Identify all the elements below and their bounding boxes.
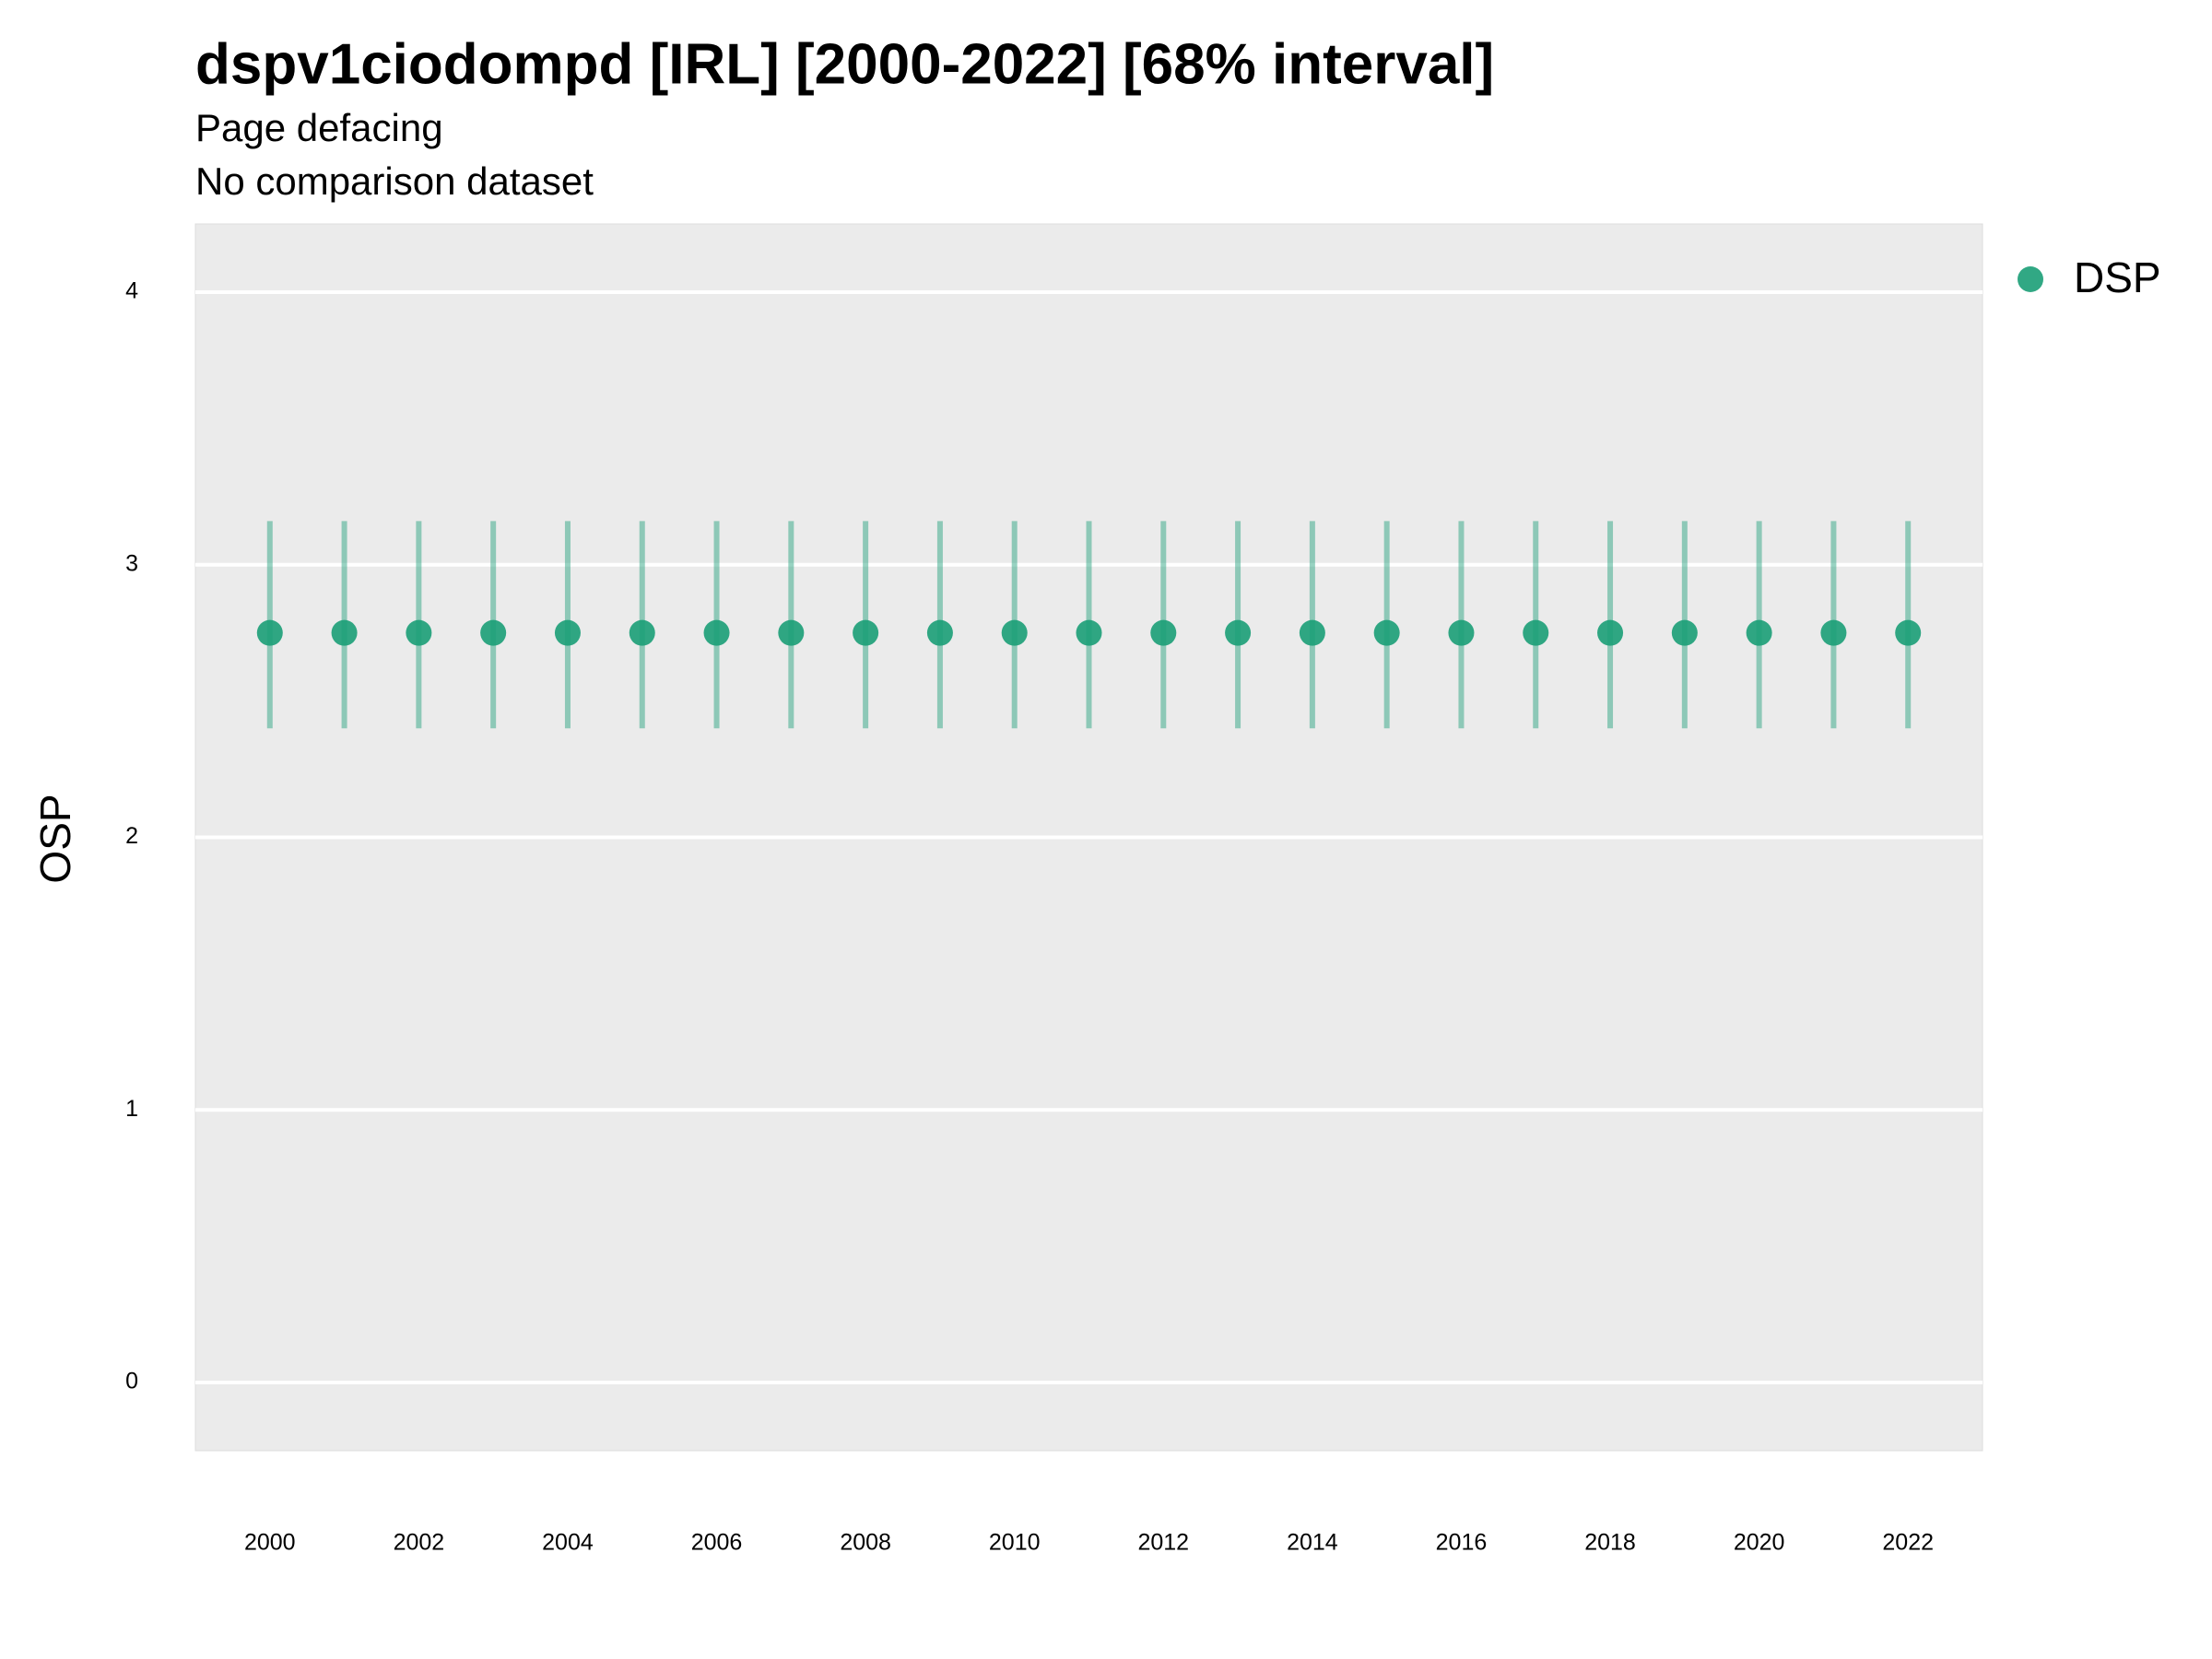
y-axis-label: OSP — [31, 794, 79, 883]
x-tick-label: 2004 — [542, 1530, 594, 1556]
chart-title: dspv1ciodompd [IRL] [2000-2022] [68% int… — [195, 32, 1494, 96]
point — [1448, 619, 1475, 646]
point — [1523, 619, 1549, 646]
x-tick-label: 2020 — [1734, 1530, 1785, 1556]
point — [926, 619, 953, 646]
chart-caption: No comparison dataset — [195, 159, 594, 203]
point — [1001, 619, 1028, 646]
point — [256, 619, 283, 646]
x-tick-label: 2000 — [244, 1530, 296, 1556]
point — [853, 619, 879, 646]
y-tick-label: 4 — [125, 278, 138, 304]
x-tick-label: 2016 — [1436, 1530, 1488, 1556]
y-tick-label: 0 — [125, 1369, 138, 1394]
point — [1746, 619, 1772, 646]
point — [629, 619, 655, 646]
point — [331, 619, 358, 646]
point — [480, 619, 507, 646]
point — [1895, 619, 1922, 646]
y-tick-label: 2 — [125, 823, 138, 849]
point — [1299, 619, 1325, 646]
point — [554, 619, 581, 646]
x-tick-label: 2002 — [394, 1530, 445, 1556]
y-tick-label: 3 — [125, 550, 138, 576]
point — [703, 619, 730, 646]
x-tick-label: 2014 — [1287, 1530, 1338, 1556]
chart-subtitle: Page defacing — [195, 106, 443, 149]
legend-label: DSP — [2074, 253, 2161, 301]
point — [1150, 619, 1177, 646]
point — [1597, 619, 1624, 646]
point — [1820, 619, 1847, 646]
point — [1373, 619, 1400, 646]
x-tick-label: 2012 — [1137, 1530, 1189, 1556]
x-tick-label: 2010 — [989, 1530, 1041, 1556]
point — [1671, 619, 1698, 646]
point — [1225, 619, 1252, 646]
point — [1076, 619, 1102, 646]
point — [778, 619, 805, 646]
x-tick-label: 2006 — [691, 1530, 743, 1556]
x-tick-label: 2018 — [1584, 1530, 1636, 1556]
legend-marker — [2018, 266, 2043, 292]
x-tick-label: 2008 — [840, 1530, 891, 1556]
x-tick-label: 2022 — [1882, 1530, 1934, 1556]
y-tick-label: 1 — [125, 1096, 138, 1122]
point — [406, 619, 432, 646]
